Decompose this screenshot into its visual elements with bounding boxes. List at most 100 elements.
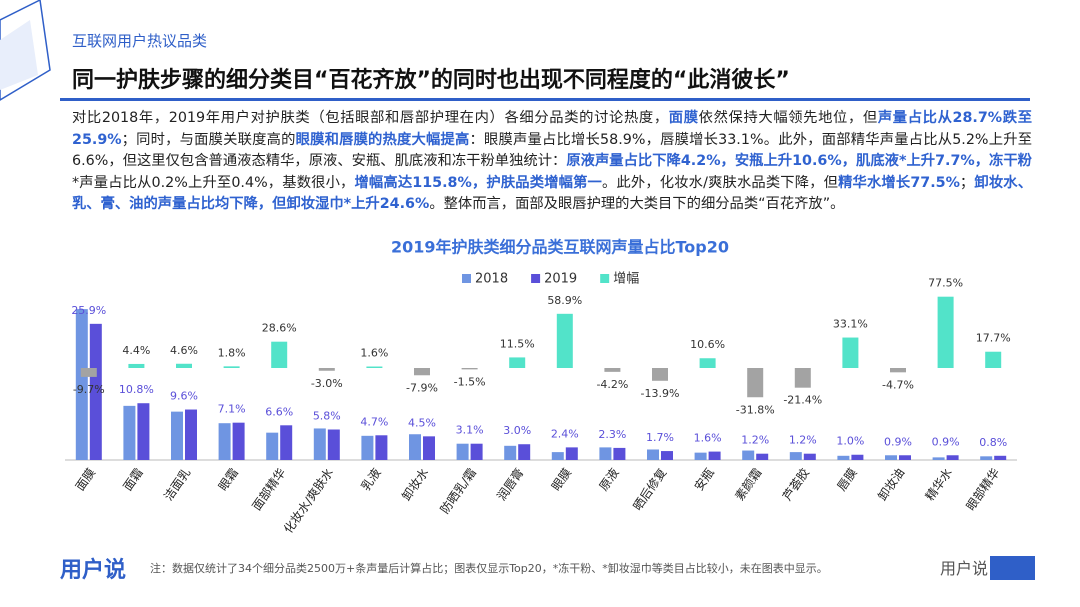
data-label: 1.2% — [741, 434, 769, 447]
growth-bar — [128, 363, 145, 368]
data-label: 1.7% — [646, 431, 674, 444]
paragraph-segment: ；同时，与面膜关联度高的 — [121, 131, 296, 148]
page-title: 同一护肤步骤的细分类目“百花齐放”的同时也出现不同程度的“此消彼长” — [72, 68, 790, 93]
legend-label: 增幅 — [613, 272, 639, 287]
bar — [742, 450, 755, 460]
growth-label: 4.6% — [170, 344, 198, 357]
bar — [803, 453, 816, 460]
bar — [708, 451, 721, 460]
data-label: 10.8% — [119, 383, 154, 396]
x-tick-label: 眼膜 — [549, 466, 574, 494]
paragraph-segment: 声量占比从28.7%跌至25.9% — [72, 110, 1033, 148]
bar — [565, 447, 578, 460]
growth-bar — [699, 358, 716, 368]
data-label: 0.8% — [979, 436, 1007, 449]
data-label: 2.4% — [551, 427, 579, 440]
growth-label: 1.6% — [360, 347, 388, 360]
paragraph-segment: 精华水增长77.5% — [838, 174, 960, 191]
data-label: 6.6% — [265, 405, 293, 418]
x-tick-label: 卸妆水 — [398, 465, 431, 503]
growth-bar — [509, 357, 526, 368]
growth-bar — [414, 368, 430, 376]
x-tick-label: 安瓶 — [691, 465, 717, 493]
x-tick-label: 防晒乳/霜 — [437, 465, 479, 516]
paragraph-segment: 增幅高达115.8%，护肤品类增幅第一 — [354, 174, 602, 191]
bar — [885, 455, 897, 460]
data-label: 3.0% — [503, 424, 531, 437]
growth-label: -3.0% — [311, 377, 343, 390]
bar — [280, 425, 293, 460]
legend-swatch — [600, 274, 610, 283]
growth-bar — [842, 337, 859, 368]
paragraph-segment: 。整体而言，面部及眼唇护理的大类目下的细分品类“百花齐放”。 — [429, 196, 845, 212]
summary-paragraph: 对比2018年，2019年用户对护肤类（包括眼部和唇部护理在内）各细分品类的讨论… — [72, 108, 1032, 216]
data-label: 7.1% — [218, 403, 246, 416]
growth-label: -21.4% — [783, 394, 822, 407]
bar — [851, 454, 864, 460]
bar — [75, 309, 88, 460]
x-tick-label: 素颜霜 — [732, 465, 765, 503]
data-label: 4.7% — [360, 415, 388, 428]
wechat-account: 用户说 — [940, 559, 989, 578]
growth-bar — [271, 341, 288, 368]
growth-bar — [556, 313, 573, 368]
growth-bar — [747, 368, 764, 398]
x-tick-label: 润唇膏 — [494, 465, 527, 503]
chart-title: 2019年护肤类细分品类互联网声量占比Top20 — [391, 238, 729, 257]
bar — [837, 455, 850, 460]
x-tick-label: 原液 — [596, 465, 622, 493]
growth-bar — [937, 296, 954, 368]
data-label: 1.2% — [789, 434, 817, 447]
legend-swatch — [531, 274, 541, 283]
growth-bar — [985, 351, 1002, 368]
growth-label: 28.6% — [262, 322, 297, 335]
bar — [661, 451, 673, 460]
chart: 2019年护肤类细分品类互联网声量占比Top20 2018 2019 增幅 25.9%… — [65, 238, 1017, 536]
legend-label: 2018 — [475, 272, 508, 287]
legend-swatch — [462, 274, 471, 283]
data-label: 25.9% — [71, 304, 106, 317]
growth-label: -13.9% — [641, 387, 680, 400]
bar — [789, 452, 802, 460]
growth-bar — [176, 363, 192, 368]
bar — [694, 452, 707, 460]
x-tick-label: 唇膜 — [834, 466, 859, 494]
growth-label: 77.5% — [928, 277, 963, 290]
growth-label: 4.4% — [122, 344, 150, 357]
growth-bar — [223, 366, 240, 368]
x-tick-label: 卸妆油 — [874, 465, 907, 503]
growth-label: 58.9% — [547, 294, 582, 307]
x-tick-label: 眼部精华 — [963, 465, 1003, 513]
footnote: 注：数据仅统计了34个细分品类2500万+条声量后计算占比；图表仅显示Top20… — [150, 562, 828, 575]
paragraph-segment: 依然保持大幅领先地位，但 — [698, 110, 878, 126]
bar — [470, 443, 483, 460]
x-tick-label: 晒后修复 — [629, 465, 669, 513]
x-tick-label: 芦荟胶 — [779, 465, 812, 503]
growth-label: -9.7% — [73, 383, 105, 396]
bar — [946, 455, 959, 460]
x-tick-label: 面霜 — [120, 466, 145, 494]
logo: 用户说 — [60, 558, 127, 583]
bar — [899, 455, 911, 460]
growth-bar — [604, 368, 621, 372]
bar — [232, 422, 245, 460]
data-label: 1.6% — [694, 432, 722, 445]
paragraph-segment: ； — [959, 174, 975, 191]
x-tick-label: 洁面乳 — [161, 466, 193, 504]
bar — [932, 457, 945, 460]
bar — [756, 453, 769, 460]
data-label: 4.5% — [408, 416, 436, 429]
bar — [980, 456, 993, 460]
x-tick-label: 眼霜 — [216, 466, 241, 494]
bar — [518, 444, 531, 460]
bar — [218, 423, 231, 460]
growth-label: 33.1% — [833, 318, 868, 331]
bar — [89, 323, 102, 460]
paragraph-segment: 对比2018年，2019年用户对护肤类（包括眼部和唇部护理在内）各细分品类的讨论… — [72, 110, 669, 126]
growth-label: -4.2% — [596, 378, 628, 391]
bar — [137, 403, 150, 460]
growth-bar — [794, 368, 811, 388]
paragraph-segment: *声量占比从0.2%上升至0.4%，基数很小， — [72, 174, 355, 191]
x-tick-label: 面膜 — [73, 466, 98, 494]
